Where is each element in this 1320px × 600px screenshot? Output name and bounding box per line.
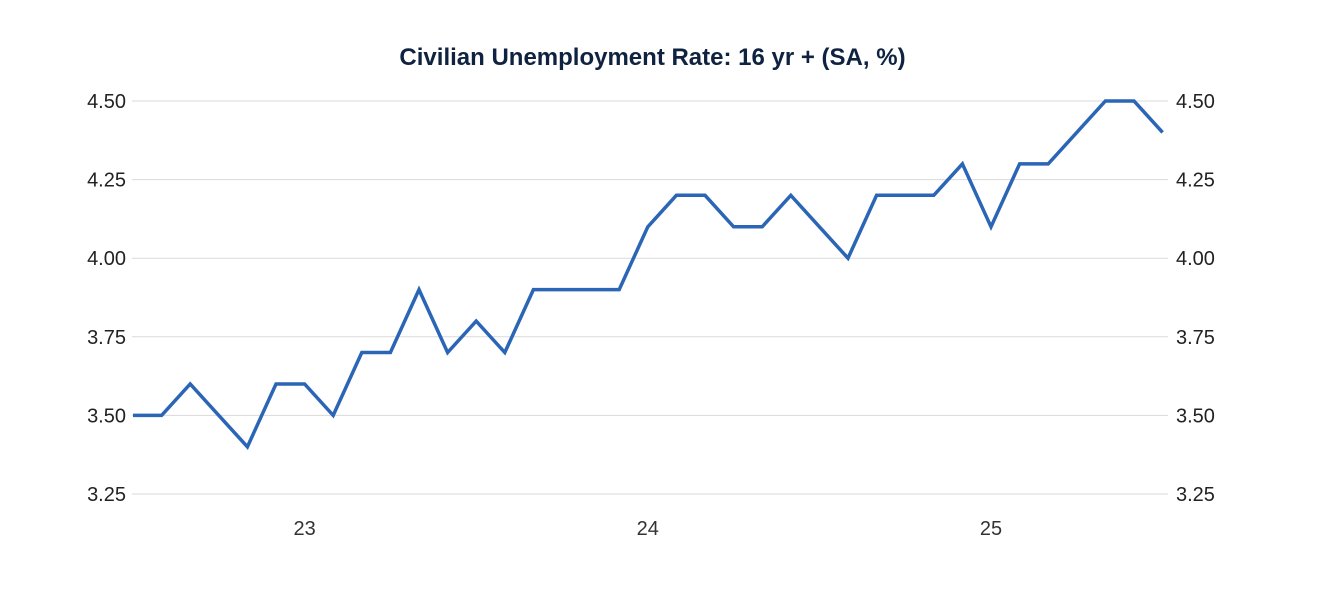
y-tick-label-left: 4.25 xyxy=(87,170,126,192)
y-tick-label-right: 3.25 xyxy=(1176,484,1215,506)
x-tick-label: 24 xyxy=(637,518,659,540)
y-tick-label-right: 4.00 xyxy=(1176,248,1215,270)
series-group xyxy=(132,99,1164,450)
gridlines xyxy=(132,100,1168,495)
y-axis-left: 3.25 3.50 3.75 4.00 4.25 4.50 xyxy=(87,91,126,506)
x-tick-label: 23 xyxy=(293,518,315,540)
y-tick-label-left: 4.00 xyxy=(87,248,126,270)
y-axis-right: 3.25 3.50 3.75 4.00 4.25 4.50 xyxy=(1176,91,1215,506)
chart-title: Civilian Unemployment Rate: 16 yr + (SA,… xyxy=(399,44,906,71)
y-tick-label-left: 3.50 xyxy=(87,405,126,427)
series-line xyxy=(133,99,1164,450)
y-tick-label-left: 4.50 xyxy=(87,91,126,113)
x-axis: 23 24 25 xyxy=(293,518,1002,540)
y-tick-label-right: 4.25 xyxy=(1176,170,1215,192)
y-tick-label-right: 3.75 xyxy=(1176,327,1215,349)
y-tick-label-left: 3.75 xyxy=(87,327,126,349)
y-tick-label-left: 3.25 xyxy=(87,484,126,506)
x-tick-label: 25 xyxy=(980,518,1002,540)
y-tick-label-right: 4.50 xyxy=(1176,91,1215,113)
y-tick-label-right: 3.50 xyxy=(1176,405,1215,427)
